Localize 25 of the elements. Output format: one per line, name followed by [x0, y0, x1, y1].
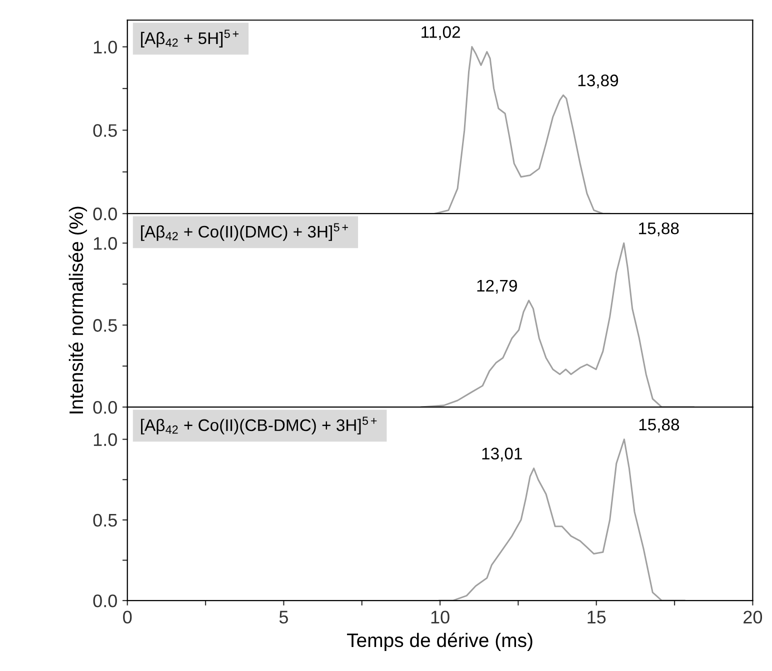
y-tick-label: 0.0: [93, 208, 117, 220]
x-axis-title: Temps de dérive (ms): [347, 632, 532, 652]
x-tick-label: 0: [123, 610, 132, 624]
annotation: 12,79: [477, 280, 517, 294]
annotation: 11,02: [422, 26, 460, 40]
annotation: 13,89: [578, 74, 618, 88]
y-tick-label: 0.5: [93, 514, 117, 527]
x-tick-label: 20: [744, 610, 762, 624]
y-tick-label: 1.0: [94, 433, 117, 446]
y-axis-title: Intensité normalisée (%): [68, 206, 87, 414]
annotation: [Aβ$_{42}$ + 5H]$^{5+}$: [141, 30, 239, 48]
annotation: [Aβ$_{42}$ + Co(II)(DMC) + 3H]$^{5+}$: [141, 223, 348, 241]
x-tick-label: 15: [588, 610, 606, 624]
annotation: [Aβ$_{42}$ + Co(II)(CB-DMC) + 3H]$^{5+}$: [141, 416, 377, 434]
y-tick-label: 1.0: [94, 40, 117, 54]
annotation: 15,88: [639, 222, 679, 236]
x-tick-label: 10: [431, 610, 450, 624]
annotation: 15,88: [639, 418, 680, 432]
y-tick-label: 0.5: [93, 319, 117, 332]
y-tick-label: 0.0: [93, 401, 117, 414]
y-tick-label: 0.5: [93, 124, 117, 137]
x-tick-label: 5: [279, 610, 288, 624]
y-tick-label: 0.0: [93, 594, 117, 608]
y-tick-label: 1.0: [94, 237, 117, 250]
annotation: 13,01: [482, 448, 522, 462]
